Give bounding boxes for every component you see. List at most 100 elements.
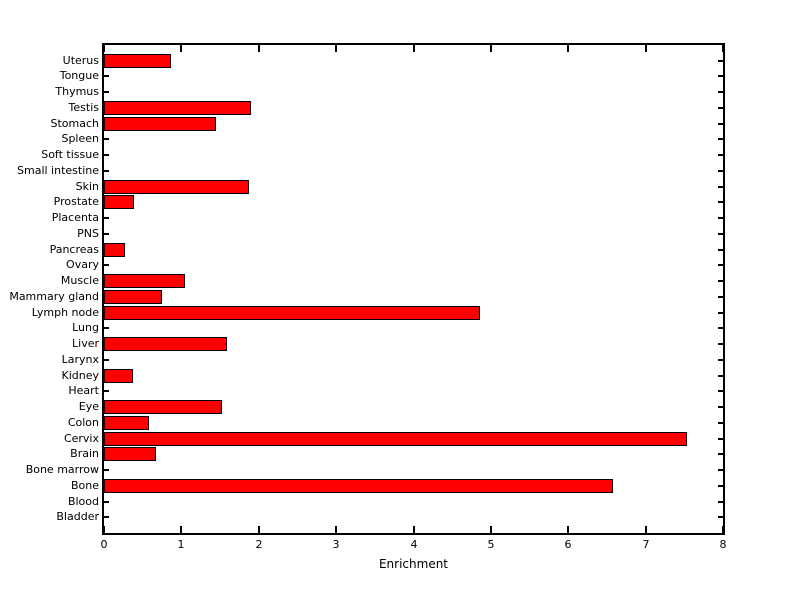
- y-tick-label: Pancreas: [49, 243, 99, 256]
- y-axis-tick: [718, 312, 723, 314]
- x-axis-tick: [180, 45, 182, 52]
- y-axis-tick: [718, 217, 723, 219]
- y-tick-label: Uterus: [62, 54, 99, 67]
- y-tick-label: Bladder: [56, 510, 99, 523]
- y-tick-label: Blood: [67, 495, 99, 508]
- y-tick-label: Soft tissue: [41, 148, 99, 161]
- y-tick-label: Skin: [75, 180, 99, 193]
- y-axis-tick: [104, 469, 109, 471]
- y-axis-tick: [718, 485, 723, 487]
- y-tick-label: Bone: [70, 479, 99, 492]
- y-axis-tick: [104, 217, 109, 219]
- y-tick-label: Small intestine: [17, 164, 99, 177]
- y-axis-tick: [718, 343, 723, 345]
- y-axis-tick: [718, 264, 723, 266]
- x-tick-label: 6: [564, 538, 572, 551]
- x-axis-tick: [103, 526, 105, 533]
- bar: [104, 117, 216, 131]
- x-axis-tick: [645, 45, 647, 52]
- y-axis-tick: [718, 233, 723, 235]
- y-tick-label: Heart: [68, 384, 99, 397]
- x-tick-label: 2: [255, 538, 263, 551]
- y-tick-label: Lymph node: [31, 306, 99, 319]
- bar: [104, 290, 162, 304]
- x-axis-tick: [490, 45, 492, 52]
- y-tick-label: Stomach: [50, 117, 99, 130]
- x-axis-tick: [413, 45, 415, 52]
- bar: [104, 447, 156, 461]
- bar: [104, 101, 251, 115]
- x-axis-tick: [413, 526, 415, 533]
- y-tick-label: Colon: [67, 416, 99, 429]
- bar: [104, 400, 222, 414]
- y-tick-label: Lung: [72, 321, 99, 334]
- y-tick-label: Spleen: [61, 132, 99, 145]
- y-axis-tick: [718, 249, 723, 251]
- x-axis-tick: [567, 45, 569, 52]
- y-axis-tick: [104, 264, 109, 266]
- x-tick-label: 1: [177, 538, 185, 551]
- y-axis-tick: [718, 60, 723, 62]
- y-axis-tick: [718, 359, 723, 361]
- y-axis-tick: [104, 501, 109, 503]
- y-axis-tick: [718, 75, 723, 77]
- y-tick-label: Placenta: [51, 211, 99, 224]
- bar: [104, 54, 171, 68]
- y-tick-label: Muscle: [60, 274, 99, 287]
- x-axis-tick: [335, 526, 337, 533]
- y-axis-tick: [718, 469, 723, 471]
- y-axis-tick: [718, 91, 723, 93]
- y-axis-tick: [718, 406, 723, 408]
- bar: [104, 479, 613, 493]
- x-tick-label: 5: [487, 538, 495, 551]
- bar: [104, 369, 133, 383]
- y-axis-tick: [718, 154, 723, 156]
- y-axis-tick: [104, 154, 109, 156]
- x-tick-label: 8: [719, 538, 727, 551]
- y-axis-tick: [718, 390, 723, 392]
- y-axis-tick: [718, 501, 723, 503]
- y-axis-tick: [718, 201, 723, 203]
- y-axis-tick: [718, 296, 723, 298]
- x-axis-tick: [103, 45, 105, 52]
- x-axis-tick: [490, 526, 492, 533]
- y-axis-tick: [104, 170, 109, 172]
- plot-area: [102, 43, 725, 535]
- bar: [104, 180, 249, 194]
- y-tick-label: Mammary gland: [9, 290, 99, 303]
- y-axis-tick: [718, 123, 723, 125]
- x-tick-label: 3: [332, 538, 340, 551]
- y-axis-tick: [104, 327, 109, 329]
- bar: [104, 243, 125, 257]
- y-tick-label: Bone marrow: [25, 463, 99, 476]
- y-axis-tick: [104, 233, 109, 235]
- y-axis-tick: [104, 359, 109, 361]
- x-axis-tick: [645, 526, 647, 533]
- y-axis-tick: [104, 390, 109, 392]
- y-axis-tick: [718, 327, 723, 329]
- y-axis-tick: [718, 107, 723, 109]
- y-axis-tick: [718, 186, 723, 188]
- x-axis-tick: [567, 526, 569, 533]
- y-axis-tick: [104, 138, 109, 140]
- bar: [104, 306, 480, 320]
- y-axis-tick: [718, 170, 723, 172]
- y-axis-tick: [718, 138, 723, 140]
- y-tick-label: Prostate: [53, 195, 99, 208]
- bar: [104, 337, 227, 351]
- x-axis-title: Enrichment: [378, 557, 449, 571]
- y-axis-tick: [104, 91, 109, 93]
- y-tick-label: Eye: [78, 400, 99, 413]
- y-axis-tick: [718, 438, 723, 440]
- y-axis-tick: [718, 516, 723, 518]
- y-tick-label: Thymus: [55, 85, 99, 98]
- y-tick-label: Tongue: [59, 69, 99, 82]
- y-axis-tick: [718, 280, 723, 282]
- y-axis-tick: [718, 453, 723, 455]
- x-axis-tick: [258, 45, 260, 52]
- x-axis-tick: [335, 45, 337, 52]
- y-tick-label: Larynx: [61, 353, 99, 366]
- x-axis-tick: [258, 526, 260, 533]
- y-axis-tick: [718, 375, 723, 377]
